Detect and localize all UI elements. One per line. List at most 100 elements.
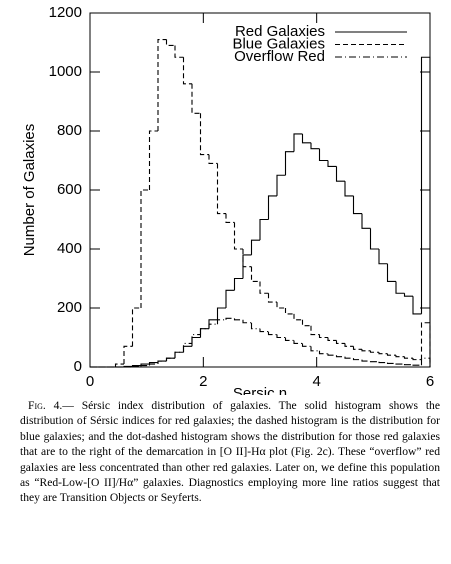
- histogram-step: [310, 346, 320, 352]
- histogram-step: [208, 323, 218, 329]
- histogram-step: [335, 355, 345, 358]
- histogram-step: [369, 228, 379, 250]
- histogram-step: [140, 189, 150, 308]
- histogram-step: [148, 130, 158, 190]
- y-tick-label: 200: [57, 299, 82, 316]
- histogram-step: [216, 307, 226, 320]
- histogram-step: [386, 263, 396, 282]
- histogram-step: [165, 357, 175, 362]
- histogram-step: [199, 113, 209, 156]
- histogram-step: [284, 308, 294, 315]
- histogram-step: [412, 364, 422, 366]
- histogram-step: [250, 239, 260, 255]
- histogram-step: [276, 302, 286, 309]
- histogram-step: [225, 289, 235, 308]
- x-axis-label: Sersic n: [233, 385, 287, 395]
- histogram-step: [301, 133, 311, 144]
- histogram-step: [327, 353, 337, 356]
- histogram-step: [225, 213, 235, 223]
- histogram-step: [293, 340, 303, 344]
- histogram-step: [335, 166, 345, 182]
- histogram-step: [386, 362, 396, 365]
- histogram-step: [250, 322, 260, 330]
- histogram-step: [250, 266, 260, 282]
- histogram-step: [403, 364, 413, 366]
- y-tick-label: 1200: [49, 4, 82, 21]
- histogram-step: [233, 222, 243, 250]
- histogram-step: [403, 356, 413, 359]
- histogram-step: [157, 360, 167, 365]
- histogram-step: [344, 181, 354, 197]
- histogram-step: [131, 365, 141, 367]
- histogram-step: [259, 328, 269, 333]
- x-tick-label: 2: [199, 373, 207, 390]
- histogram-step: [318, 148, 328, 162]
- histogram-step: [310, 325, 320, 336]
- histogram-step: [352, 195, 362, 215]
- histogram-step: [412, 296, 422, 315]
- histogram-step: [216, 163, 226, 215]
- histogram-step: [284, 151, 294, 176]
- histogram-step: [293, 313, 303, 321]
- histogram-step: [174, 351, 184, 359]
- histogram-step: [395, 363, 405, 365]
- histogram-step: [182, 57, 192, 85]
- histogram-step: [233, 277, 243, 291]
- histogram-step: [361, 349, 371, 352]
- histogram-step: [395, 281, 405, 294]
- histogram-step: [327, 337, 337, 341]
- histogram-step: [301, 319, 311, 327]
- histogram-step: [378, 361, 388, 364]
- histogram-step: [208, 154, 218, 164]
- histogram-step: [352, 346, 362, 350]
- histogram-step: [369, 350, 379, 353]
- histogram-step: [378, 249, 388, 265]
- histogram-step: [225, 317, 235, 320]
- histogram-step: [310, 142, 320, 150]
- x-tick-label: 4: [312, 373, 320, 390]
- y-tick-label: 600: [57, 181, 82, 198]
- histogram-step: [361, 359, 371, 362]
- histogram-step: [191, 334, 201, 344]
- histogram-step: [301, 343, 311, 347]
- y-tick-label: 0: [74, 358, 82, 375]
- histogram-step: [267, 195, 277, 220]
- histogram-step: [276, 174, 286, 196]
- x-tick-label: 0: [86, 373, 94, 390]
- histogram-step: [420, 56, 431, 367]
- histogram-step: [191, 336, 201, 347]
- legend-label: Blue Galaxies: [232, 35, 325, 52]
- histogram-step: [420, 322, 431, 367]
- histogram-step: [259, 218, 269, 241]
- histogram-step: [335, 340, 345, 344]
- histogram-step: [199, 328, 209, 335]
- histogram-step: [242, 254, 252, 279]
- histogram-step: [165, 39, 175, 46]
- histogram-step: [157, 39, 167, 131]
- x-tick-label: 6: [426, 373, 434, 390]
- caption-label: Fig. 4.—: [28, 399, 74, 412]
- histogram-step: [174, 45, 184, 58]
- caption: Fig. 4.— Sérsic index distribution of ga…: [20, 398, 440, 506]
- histogram-step: [259, 281, 269, 294]
- y-tick-label: 400: [57, 240, 82, 257]
- histogram-step: [420, 357, 431, 367]
- histogram-step: [284, 337, 294, 341]
- plot-frame: [89, 12, 431, 368]
- histogram-step: [386, 353, 396, 356]
- histogram-step: [182, 345, 192, 353]
- histogram-step: [233, 318, 243, 321]
- histogram-step: [344, 343, 354, 347]
- histogram-step: [242, 319, 252, 324]
- histogram-step: [318, 334, 328, 339]
- histogram-step: [131, 307, 141, 347]
- histogram-step: [352, 358, 362, 361]
- histogram-step: [242, 249, 252, 268]
- histogram-step: [293, 133, 303, 152]
- histogram-step: [344, 356, 354, 359]
- histogram-step: [123, 345, 133, 365]
- histogram-step: [378, 352, 388, 355]
- histogram-step: [114, 363, 124, 367]
- histogram-step: [327, 160, 337, 167]
